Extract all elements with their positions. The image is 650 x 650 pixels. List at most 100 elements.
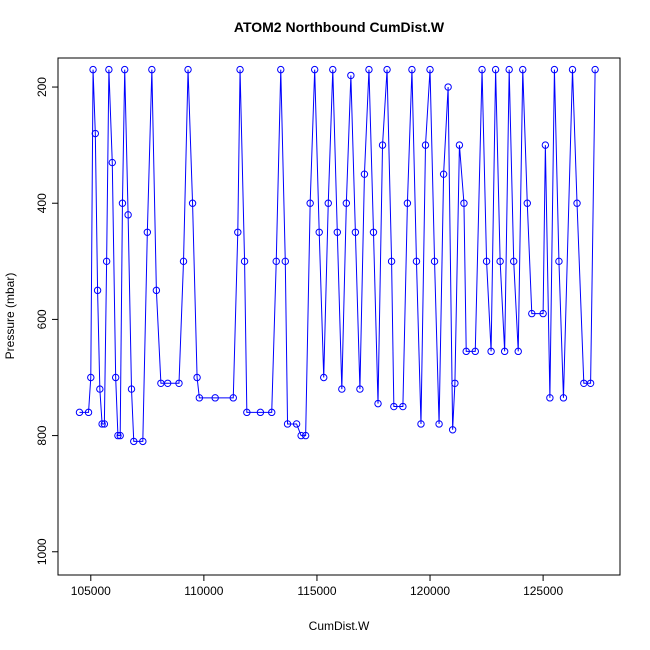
data-point	[455, 141, 464, 149]
data-point	[87, 373, 95, 382]
data-point	[559, 394, 568, 402]
data-point	[184, 65, 192, 74]
data-point	[243, 408, 251, 417]
x-tick-label: 125000	[523, 584, 563, 598]
data-point	[329, 65, 337, 74]
data-point	[460, 199, 468, 207]
data-point	[387, 257, 396, 266]
data-point	[421, 141, 430, 149]
data-point	[188, 199, 197, 207]
data-point	[96, 385, 104, 393]
data-point	[139, 437, 147, 446]
y-tick-label: 400	[35, 193, 49, 213]
data-point	[195, 394, 204, 402]
data-point	[111, 373, 120, 382]
data-point	[281, 257, 289, 266]
data-point	[528, 309, 536, 318]
data-point	[324, 199, 332, 207]
data-point	[333, 228, 342, 236]
data-point	[127, 385, 136, 393]
data-point	[523, 199, 531, 207]
data-point	[491, 65, 500, 74]
data-point	[124, 211, 132, 219]
x-tick-label: 110000	[184, 584, 223, 598]
data-point	[568, 65, 577, 74]
data-point	[114, 431, 122, 440]
data-point	[89, 65, 97, 74]
data-point	[320, 373, 328, 382]
data-point	[546, 394, 554, 402]
data-point	[541, 141, 550, 149]
data-point	[500, 347, 509, 356]
data-point	[179, 257, 188, 266]
data-point	[360, 170, 369, 178]
plot-area	[75, 65, 599, 446]
data-point	[430, 257, 439, 266]
data-point	[277, 65, 285, 74]
data-point	[496, 257, 504, 266]
data-point	[163, 379, 172, 388]
data-point	[148, 65, 156, 74]
data-point	[514, 347, 522, 356]
data-point	[426, 65, 434, 74]
data-point	[408, 65, 416, 74]
data-point	[374, 399, 382, 408]
data-point	[93, 286, 102, 295]
x-axis-label: CumDist.W	[309, 619, 370, 633]
data-point	[378, 141, 387, 149]
data-point	[347, 71, 355, 80]
data-point	[451, 379, 459, 388]
data-point	[116, 431, 124, 440]
data-point	[399, 402, 407, 411]
data-point	[75, 408, 84, 417]
data-point	[403, 199, 412, 207]
y-tick-label: 200	[35, 77, 49, 97]
data-point	[444, 83, 452, 91]
data-point	[356, 385, 364, 393]
data-point	[98, 420, 106, 428]
data-point	[143, 228, 152, 236]
data-point	[211, 394, 219, 402]
data-point	[487, 347, 495, 356]
data-point	[365, 65, 373, 74]
data-point	[234, 228, 242, 236]
data-point	[478, 65, 486, 74]
data-point	[306, 199, 314, 207]
data-point	[417, 420, 425, 428]
data-point	[297, 431, 305, 440]
data-point	[292, 420, 301, 428]
data-point	[591, 65, 599, 74]
data-point	[130, 437, 138, 446]
data-point	[240, 257, 249, 266]
data-point	[555, 257, 563, 266]
data-point	[390, 402, 398, 411]
y-axis-label: Pressure (mbar)	[3, 273, 17, 360]
data-point	[283, 420, 292, 428]
data-point	[236, 65, 244, 74]
data-point	[152, 286, 161, 295]
data-point	[100, 420, 109, 428]
data-point	[84, 408, 93, 417]
data-point	[586, 379, 595, 388]
plot-frame	[57, 57, 621, 576]
data-point	[550, 65, 559, 74]
data-point	[351, 228, 360, 236]
data-point	[102, 257, 111, 266]
x-tick-label: 105000	[71, 584, 111, 598]
data-point	[272, 257, 280, 266]
data-point	[105, 65, 113, 74]
data-point	[108, 158, 116, 167]
x-tick-label: 115000	[297, 584, 336, 598]
data-point	[342, 199, 351, 207]
data-point	[439, 170, 448, 178]
data-point	[435, 420, 443, 428]
y-tick-label: 600	[35, 309, 49, 329]
series-line	[79, 69, 596, 442]
data-point	[229, 394, 237, 402]
data-point	[505, 65, 513, 74]
data-point	[412, 257, 421, 266]
data-point	[510, 257, 518, 266]
data-point	[118, 199, 127, 207]
data-point	[471, 347, 479, 356]
data-point	[91, 129, 100, 138]
